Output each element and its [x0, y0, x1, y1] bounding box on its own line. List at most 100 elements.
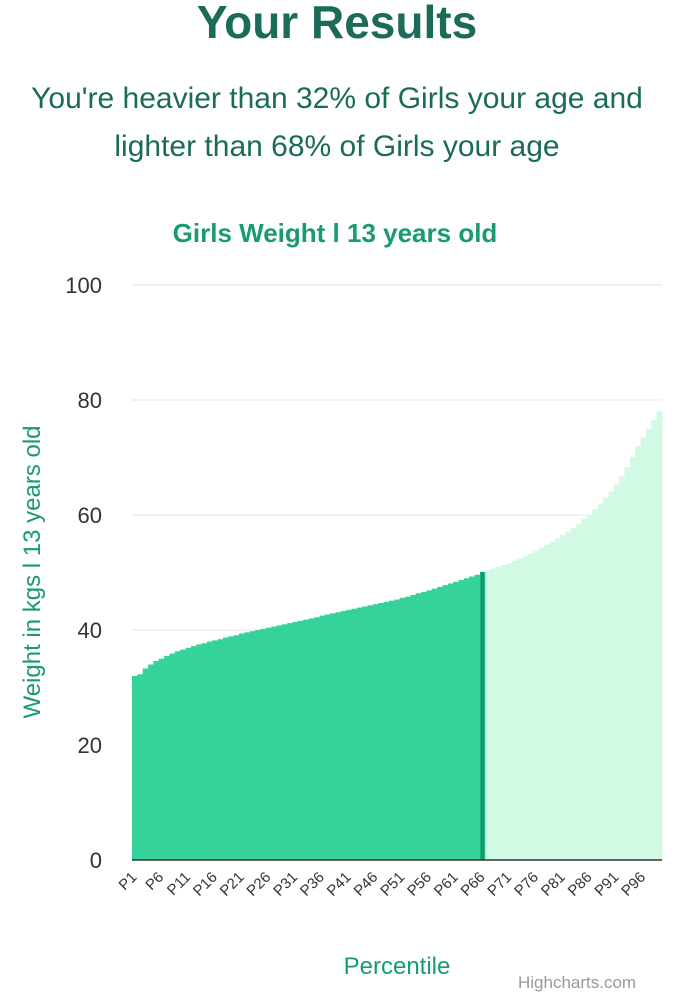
- bar[interactable]: [565, 531, 572, 860]
- bar[interactable]: [233, 635, 240, 860]
- bar[interactable]: [281, 624, 288, 860]
- bar[interactable]: [447, 583, 454, 860]
- bar[interactable]: [538, 547, 545, 860]
- bar[interactable]: [576, 523, 583, 860]
- bar[interactable]: [608, 491, 615, 860]
- bar[interactable]: [474, 574, 481, 860]
- bar[interactable]: [399, 597, 406, 860]
- bar[interactable]: [271, 626, 277, 860]
- bar[interactable]: [453, 581, 459, 860]
- bar[interactable]: [522, 556, 529, 860]
- bar[interactable]: [190, 646, 197, 860]
- bar[interactable]: [421, 592, 427, 860]
- bar[interactable]: [260, 628, 267, 860]
- bar[interactable]: [656, 411, 663, 861]
- bar[interactable]: [506, 563, 513, 860]
- bar[interactable]: [330, 613, 336, 860]
- bar[interactable]: [206, 641, 213, 861]
- bar[interactable]: [378, 602, 385, 860]
- bar[interactable]: [554, 538, 561, 860]
- bar[interactable]: [512, 561, 518, 860]
- bar[interactable]: [303, 619, 310, 860]
- bar[interactable]: [362, 606, 368, 860]
- bar[interactable]: [415, 593, 422, 860]
- bar[interactable]: [249, 631, 256, 860]
- bar[interactable]: [613, 484, 620, 860]
- bar[interactable]: [148, 664, 154, 861]
- bar[interactable]: [635, 446, 641, 860]
- bar[interactable]: [180, 649, 186, 860]
- bar[interactable]: [276, 625, 283, 860]
- bar[interactable]: [158, 658, 165, 860]
- bar[interactable]: [490, 568, 497, 860]
- bar[interactable]: [174, 651, 181, 860]
- bar[interactable]: [560, 535, 567, 860]
- bar[interactable]: [223, 637, 229, 860]
- bar[interactable]: [255, 630, 261, 860]
- bar[interactable]: [383, 601, 390, 860]
- bar[interactable]: [592, 509, 599, 860]
- bar[interactable]: [437, 586, 443, 860]
- bar[interactable]: [501, 565, 508, 860]
- bar[interactable]: [619, 476, 625, 860]
- bar[interactable]: [196, 644, 202, 860]
- bar[interactable]: [597, 503, 604, 861]
- bar[interactable]: [287, 623, 294, 860]
- bar[interactable]: [533, 550, 540, 860]
- bar[interactable]: [629, 456, 636, 860]
- bar[interactable]: [292, 621, 299, 860]
- bar[interactable]: [431, 588, 438, 860]
- bar[interactable]: [442, 585, 449, 860]
- bar[interactable]: [410, 594, 417, 860]
- bar[interactable]: [587, 514, 593, 860]
- bar[interactable]: [372, 604, 379, 860]
- bar[interactable]: [153, 661, 160, 860]
- bar[interactable]: [651, 420, 658, 860]
- bar[interactable]: [356, 607, 363, 860]
- bar[interactable]: [458, 579, 465, 860]
- bar[interactable]: [169, 653, 176, 860]
- bar[interactable]: [265, 627, 272, 860]
- bar[interactable]: [544, 544, 550, 860]
- bar[interactable]: [314, 617, 320, 860]
- bar[interactable]: [463, 578, 470, 860]
- bar[interactable]: [324, 614, 331, 860]
- bar[interactable]: [645, 428, 652, 860]
- bar[interactable]: [485, 570, 492, 860]
- bar[interactable]: [340, 611, 347, 860]
- bar[interactable]: [137, 674, 144, 860]
- bar[interactable]: [640, 437, 647, 860]
- bar[interactable]: [528, 553, 534, 860]
- bar[interactable]: [217, 639, 224, 860]
- bar[interactable]: [297, 620, 304, 860]
- bar[interactable]: [388, 600, 395, 860]
- bar[interactable]: [426, 590, 433, 860]
- bar[interactable]: [549, 542, 556, 860]
- bar[interactable]: [581, 519, 588, 860]
- bar[interactable]: [239, 633, 245, 860]
- bar[interactable]: [201, 643, 208, 860]
- bar[interactable]: [394, 599, 401, 860]
- bar[interactable]: [319, 615, 326, 860]
- chart-title: Girls Weight l 13 years old: [173, 218, 498, 248]
- highcharts-credit[interactable]: Highcharts.com: [518, 973, 637, 992]
- bar[interactable]: [570, 527, 577, 860]
- bar[interactable]: [517, 558, 524, 860]
- bar[interactable]: [346, 609, 352, 860]
- bar[interactable]: [244, 632, 251, 860]
- bar[interactable]: [351, 608, 358, 860]
- bar[interactable]: [624, 467, 631, 860]
- bar[interactable]: [308, 618, 315, 861]
- bar[interactable]: [496, 566, 502, 860]
- bar[interactable]: [367, 605, 374, 860]
- bar[interactable]: [228, 636, 235, 860]
- bar[interactable]: [603, 497, 609, 860]
- bar[interactable]: [405, 596, 411, 860]
- bar[interactable]: [212, 640, 219, 860]
- bar[interactable]: [335, 612, 342, 860]
- bar[interactable]: [142, 668, 149, 860]
- bar[interactable]: [164, 655, 170, 860]
- bar[interactable]: [185, 647, 192, 860]
- bar[interactable]: [132, 676, 138, 860]
- bar[interactable]: [469, 576, 476, 860]
